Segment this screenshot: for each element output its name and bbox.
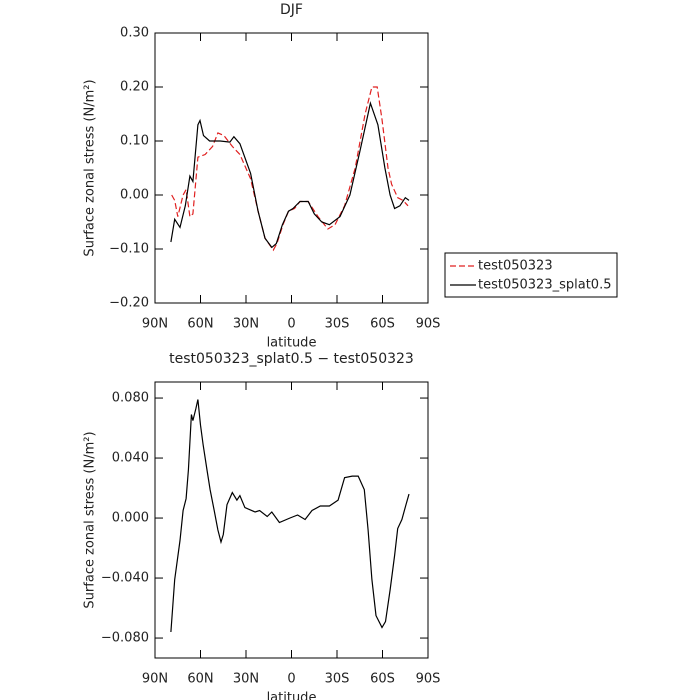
x-axis-label: latitude	[267, 691, 317, 700]
data-line	[170, 399, 410, 633]
y-tick-label: 0.10	[120, 134, 149, 149]
x-tick-label: 30N	[233, 317, 259, 332]
chart-title: test050323_splat0.5 − test050323	[169, 351, 414, 367]
legend-label: test050323_splat0.5	[478, 278, 611, 293]
data-line	[170, 100, 410, 249]
x-tick-label: 30S	[325, 672, 350, 687]
y-axis-label: Surface zonal stress (N/m²)	[83, 79, 98, 256]
x-tick-label: 90N	[142, 672, 168, 687]
x-tick-label: 90S	[416, 317, 441, 332]
y-tick-label: −0.080	[101, 631, 149, 646]
x-tick-label: 90N	[142, 317, 168, 332]
x-tick-label: 0	[287, 672, 295, 687]
y-tick-label: 0.20	[120, 80, 149, 95]
legend-box	[444, 252, 618, 298]
data-line	[171, 86, 409, 252]
plot-frame	[154, 32, 429, 304]
x-tick-label: 0	[287, 317, 295, 332]
y-tick-label: −0.040	[101, 571, 149, 586]
x-tick-label: 30N	[233, 672, 259, 687]
y-tick-label: 0.30	[120, 26, 149, 41]
chart-title: DJF	[280, 2, 303, 18]
y-tick-label: 0.000	[112, 511, 149, 526]
x-axis-label: latitude	[267, 336, 317, 351]
x-tick-label: 90S	[416, 672, 441, 687]
x-tick-label: 60S	[370, 672, 395, 687]
x-tick-label: 30S	[325, 317, 350, 332]
y-tick-label: 0.080	[112, 391, 149, 406]
x-tick-label: 60N	[187, 317, 213, 332]
y-tick-label: −0.20	[109, 296, 149, 311]
y-axis-label: Surface zonal stress (N/m²)	[83, 431, 98, 608]
legend-label: test050323	[478, 259, 553, 274]
y-tick-label: 0.00	[120, 188, 149, 203]
y-tick-label: 0.040	[112, 451, 149, 466]
y-tick-label: −0.10	[109, 242, 149, 257]
x-tick-label: 60S	[370, 317, 395, 332]
x-tick-label: 60N	[187, 672, 213, 687]
plot-frame	[154, 381, 429, 659]
